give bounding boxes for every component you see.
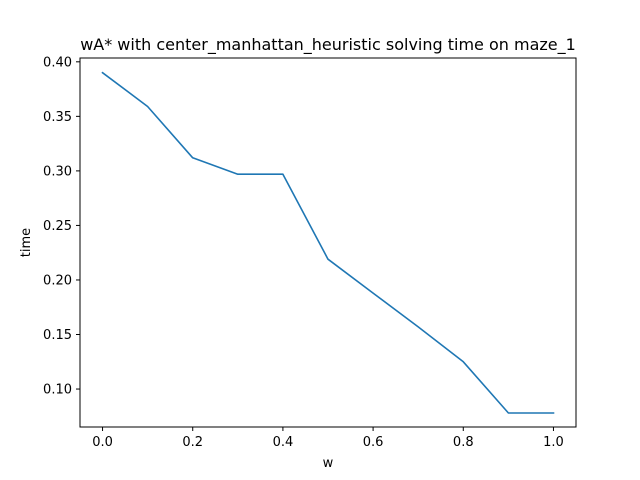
x-tick-label: 0.6: [363, 435, 384, 450]
y-tick-label: 0.35: [43, 110, 72, 125]
x-axis: 0.0 0.2 0.4 0.6 0.8 1.0: [92, 427, 564, 450]
y-tick-label: 0.25: [43, 219, 72, 234]
y-axis: 0.10 0.15 0.20 0.25 0.30 0.35 0.40: [43, 55, 80, 398]
x-tick-label: 0.0: [92, 435, 113, 450]
y-tick-label: 0.30: [43, 164, 72, 179]
axes-frame: [79, 57, 577, 428]
x-tick-label: 0.8: [453, 435, 474, 450]
x-tick-label: 0.4: [273, 435, 294, 450]
y-tick-label: 0.20: [43, 273, 72, 288]
chart-title: wA* with center_manhattan_heuristic solv…: [80, 35, 576, 55]
y-tick-label: 0.15: [43, 328, 72, 343]
x-axis-label: w: [323, 456, 334, 471]
y-tick-label: 0.10: [43, 383, 72, 398]
plot-area: [101, 71, 555, 414]
x-tick-label: 1.0: [543, 435, 564, 450]
x-tick-label: 0.2: [182, 435, 203, 450]
series-line: [101, 71, 555, 414]
y-tick-label: 0.40: [43, 55, 72, 70]
y-axis-label: time: [19, 228, 34, 257]
